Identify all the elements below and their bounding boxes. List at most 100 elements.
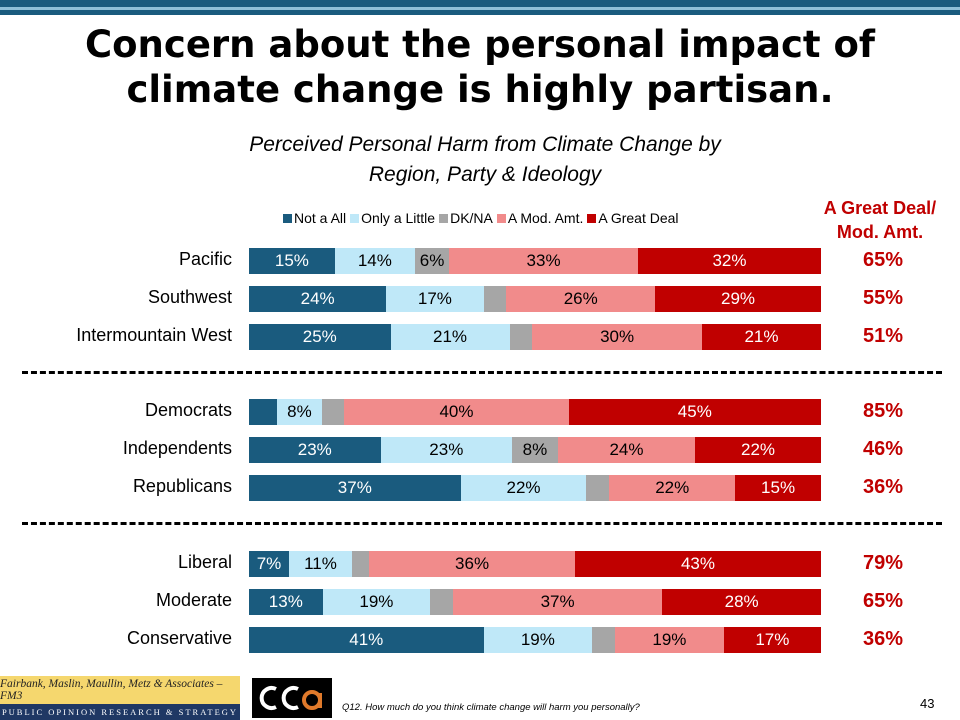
bar-segment xyxy=(430,589,453,615)
group-divider-1 xyxy=(22,371,942,374)
bar-segment: 40% xyxy=(344,399,569,425)
bar-segment: 36% xyxy=(369,551,575,577)
bar-segment: 21% xyxy=(390,324,510,350)
bar-segment: 33% xyxy=(449,248,638,274)
bar-segment: 29% xyxy=(655,286,821,312)
bar-segment xyxy=(509,324,533,350)
firm-name: Fairbank, Maslin, Maullin, Metz & Associ… xyxy=(0,676,240,704)
bar-segment: 6% xyxy=(414,248,450,274)
chart-title-line-1: Perceived Personal Harm from Climate Cha… xyxy=(249,133,721,156)
chart-title-line-2: Region, Party & Ideology xyxy=(368,163,602,186)
chart-title: Perceived Personal Harm from Climate Cha… xyxy=(160,130,810,190)
legend-label: DK/NA xyxy=(450,210,493,226)
category-label: Independents xyxy=(122,438,232,458)
category-label: Conservative xyxy=(126,628,232,648)
bar-row: 41% 19% 19% 17% xyxy=(249,627,821,653)
category-label: Southwest xyxy=(147,287,232,307)
top-bar-dark-2 xyxy=(0,10,960,15)
bar-segment xyxy=(586,475,610,501)
bar-segment: 8% xyxy=(512,437,558,463)
bar-row: 8% 40% 45% xyxy=(249,399,821,425)
bar-segment: 45% xyxy=(568,399,821,425)
legend-item-3: A Mod. Amt. xyxy=(496,210,583,226)
bar-segment: 21% xyxy=(702,324,821,350)
legend-swatch xyxy=(350,213,360,223)
legend-label: Not a All xyxy=(294,210,347,226)
legend-item-0: Not a All xyxy=(283,210,346,226)
slide-title-line-1: Concern about the personal impact of xyxy=(84,23,876,66)
net-column-header: A Great Deal/ Mod. Amt. xyxy=(800,196,960,244)
bar-segment xyxy=(592,627,616,653)
net-column-header-line-1: A Great Deal/ xyxy=(823,198,937,218)
legend-label: A Great Deal xyxy=(598,210,679,226)
bar-segment: 19% xyxy=(322,589,431,615)
legend-item-1: Only a Little xyxy=(350,210,435,226)
question-footnote: Q12. How much do you think climate chang… xyxy=(342,702,640,713)
bar-segment: 23% xyxy=(380,437,513,463)
net-value: 55% xyxy=(862,287,904,309)
legend-label: Only a Little xyxy=(361,210,436,226)
bar-segment: 22% xyxy=(609,475,736,501)
bar-segment: 11% xyxy=(289,551,352,577)
chart-legend: Not a All Only a Little DK/NA A Mod. Amt. A … xyxy=(283,207,683,229)
net-value: 36% xyxy=(862,628,904,650)
bar-segment: 24% xyxy=(557,437,696,463)
bar-segment: 19% xyxy=(483,627,593,653)
legend-swatch xyxy=(283,213,292,223)
bar-row: 24% 17% 26% 29% xyxy=(249,286,821,312)
slide-title-line-2: climate change is highly partisan. xyxy=(126,68,834,111)
legend-swatch xyxy=(439,213,449,223)
bar-segment: 26% xyxy=(506,286,656,312)
bar-segment: 17% xyxy=(386,286,484,312)
bar-segment: 22% xyxy=(695,437,821,463)
group-divider-2 xyxy=(22,522,942,525)
bar-segment: 22% xyxy=(460,475,587,501)
bar-segment xyxy=(351,551,370,577)
bar-segment: 14% xyxy=(334,248,415,274)
bar-segment: 15% xyxy=(735,475,821,501)
bar-row: 25% 21% 30% 21% xyxy=(249,324,821,350)
bar-segment: 19% xyxy=(615,627,724,653)
firm-tagline: PUBLIC OPINION RESEARCH & STRATEGY xyxy=(0,704,240,720)
net-value: 85% xyxy=(862,400,904,422)
legend-swatch xyxy=(496,213,506,223)
bar-row: 15% 14% 6% 33% 32% xyxy=(249,248,821,274)
net-column-header-line-2: Mod. Amt. xyxy=(836,222,924,242)
bar-segment: 15% xyxy=(249,248,335,274)
legend-swatch xyxy=(587,213,597,223)
net-value: 36% xyxy=(862,476,904,498)
category-label: Liberal xyxy=(177,552,232,572)
bar-segment: 43% xyxy=(575,551,821,577)
bar-segment xyxy=(483,286,507,312)
bar-segment xyxy=(249,399,278,425)
net-value: 65% xyxy=(862,249,904,271)
bar-segment: 37% xyxy=(452,589,663,615)
bar-segment: 8% xyxy=(277,399,322,425)
category-label: Moderate xyxy=(155,590,232,610)
top-bar-dark xyxy=(0,0,960,7)
bar-segment: 28% xyxy=(662,589,821,615)
slide-title: Concern about the personal impact of cli… xyxy=(0,22,960,112)
bar-segment: 7% xyxy=(249,551,290,577)
firm-logo: Fairbank, Maslin, Maullin, Metz & Associ… xyxy=(0,676,240,720)
bar-segment: 25% xyxy=(249,324,391,350)
category-label: Pacific xyxy=(178,249,232,269)
category-label: Republicans xyxy=(132,476,232,496)
bar-segment: 13% xyxy=(249,589,323,615)
category-label: Intermountain West xyxy=(76,325,232,345)
bar-segment: 17% xyxy=(723,627,821,653)
page-number: 43 xyxy=(920,696,935,711)
gca-logo-mark xyxy=(259,686,322,710)
net-value: 65% xyxy=(862,590,904,612)
bar-row: 13% 19% 37% 28% xyxy=(249,589,821,615)
net-value: 51% xyxy=(862,325,904,347)
bar-segment: 41% xyxy=(249,627,484,653)
bar-segment xyxy=(321,399,345,425)
bar-segment: 32% xyxy=(637,248,821,274)
bar-segment: 24% xyxy=(249,286,387,312)
net-value: 46% xyxy=(862,438,904,460)
bar-row: 23% 23% 8% 24% 22% xyxy=(249,437,821,463)
legend-item-4: A Great Deal xyxy=(587,210,679,226)
bar-segment: 37% xyxy=(249,475,461,501)
category-label: Democrats xyxy=(144,400,232,420)
